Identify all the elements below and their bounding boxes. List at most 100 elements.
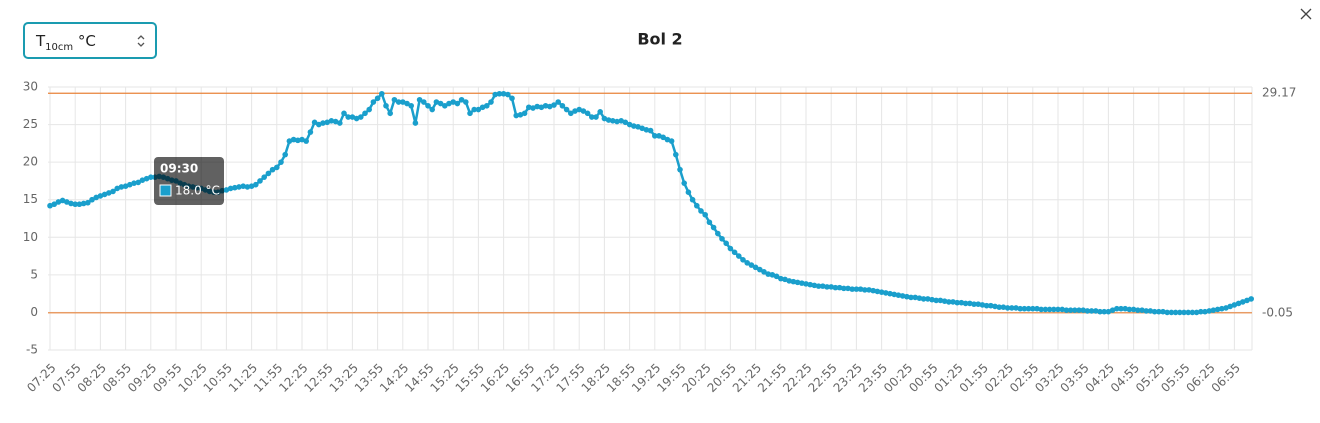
data-point — [967, 300, 973, 307]
data-point — [1219, 305, 1225, 312]
data-point — [572, 108, 578, 114]
data-point — [59, 197, 66, 204]
data-point — [820, 283, 826, 289]
data-point — [328, 118, 335, 124]
data-point — [1160, 308, 1166, 315]
data-point — [257, 178, 263, 184]
data-point — [1147, 308, 1154, 314]
data-point — [1181, 309, 1187, 316]
data-point — [1214, 306, 1221, 313]
data-point — [127, 181, 133, 188]
data-point — [824, 284, 830, 290]
data-point — [521, 110, 528, 117]
data-point — [937, 297, 944, 304]
data-point — [274, 164, 280, 171]
data-point — [736, 253, 742, 259]
data-point — [912, 294, 918, 301]
data-point — [362, 110, 368, 117]
data-point — [643, 127, 650, 133]
data-point — [1059, 306, 1065, 313]
sensor-select[interactable]: T10cm °C — [23, 22, 157, 59]
data-point — [618, 118, 624, 124]
data-point — [836, 284, 843, 291]
data-point — [353, 115, 360, 122]
data-point — [811, 282, 818, 289]
data-point — [442, 102, 448, 109]
data-point — [1101, 308, 1107, 315]
data-point — [983, 302, 990, 309]
data-point — [1030, 305, 1036, 312]
data-point — [778, 275, 784, 282]
data-point — [122, 183, 129, 189]
data-point — [626, 121, 633, 128]
data-point — [51, 201, 57, 208]
data-point — [685, 189, 692, 195]
data-point — [513, 112, 519, 119]
data-point — [253, 181, 259, 188]
data-point — [920, 296, 927, 302]
data-point — [593, 114, 599, 120]
data-point — [316, 121, 322, 128]
data-point — [979, 302, 986, 308]
data-point — [815, 283, 822, 289]
data-point — [647, 127, 654, 134]
data-point — [1240, 299, 1246, 305]
data-point — [664, 136, 671, 143]
data-point — [589, 114, 595, 120]
data-point — [492, 91, 499, 98]
data-point — [1185, 309, 1191, 316]
data-point — [773, 273, 780, 280]
data-point — [1227, 303, 1233, 310]
data-point — [551, 102, 557, 108]
data-point — [139, 177, 146, 183]
tooltip-title: 09:30 — [160, 162, 198, 176]
data-point — [408, 102, 415, 109]
data-point — [1143, 308, 1149, 314]
data-point — [1034, 305, 1040, 312]
data-point — [962, 300, 969, 307]
data-point — [950, 299, 956, 305]
data-point — [1202, 308, 1208, 315]
data-point — [1193, 309, 1200, 316]
data-point — [1046, 306, 1053, 313]
data-point — [383, 102, 389, 109]
data-point — [509, 95, 515, 102]
data-point — [723, 240, 729, 247]
data-point — [425, 102, 431, 109]
data-point — [635, 124, 641, 130]
data-point — [727, 245, 734, 252]
data-point — [1097, 308, 1103, 315]
data-point — [530, 105, 536, 111]
data-point — [64, 199, 70, 205]
data-point — [757, 266, 763, 273]
data-point — [1118, 305, 1124, 312]
data-point — [1177, 309, 1183, 316]
data-point — [1021, 305, 1028, 312]
data-point — [895, 292, 902, 298]
data-point — [555, 99, 561, 105]
data-point — [433, 99, 440, 105]
chevron-icon — [137, 35, 145, 47]
data-point — [1084, 308, 1091, 314]
data-point — [748, 262, 755, 268]
data-point — [458, 96, 465, 103]
data-point — [97, 193, 104, 199]
data-point — [542, 102, 549, 109]
data-point — [652, 133, 658, 139]
data-point — [290, 136, 297, 143]
close-button[interactable] — [1299, 7, 1313, 21]
data-point — [975, 301, 981, 307]
data-point — [941, 298, 948, 304]
data-point — [601, 115, 608, 122]
reference-label: 29.17 — [1262, 86, 1296, 100]
data-point — [1122, 305, 1128, 312]
data-point — [1055, 306, 1061, 313]
data-point — [526, 104, 532, 111]
data-point — [471, 106, 478, 113]
data-point — [845, 285, 851, 292]
data-point — [803, 281, 809, 287]
data-point — [1000, 304, 1007, 310]
data-point — [559, 102, 566, 109]
data-point — [307, 129, 314, 135]
data-point — [752, 264, 759, 271]
